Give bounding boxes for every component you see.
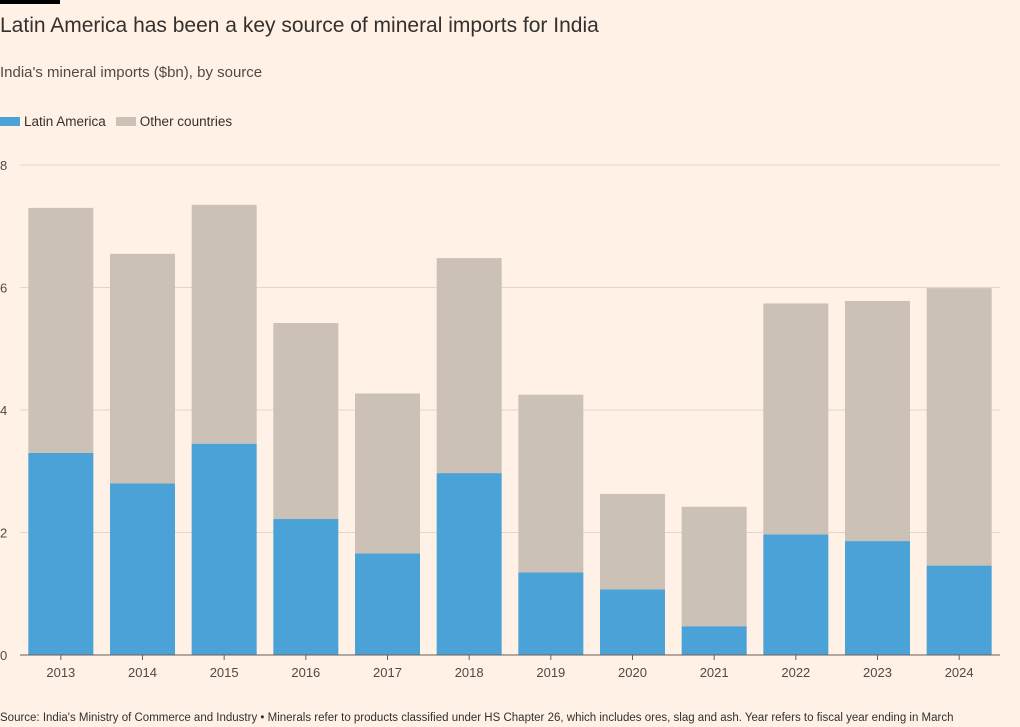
bar-latin-america-2016 [273, 519, 339, 655]
bar-other-countries-2022 [763, 303, 829, 535]
bar-latin-america-2023 [845, 541, 910, 655]
y-tick-label: 0 [0, 648, 7, 663]
bar-other-countries-2018 [436, 258, 502, 474]
legend-swatch-latin-america [0, 117, 20, 126]
legend-label-latin-america: Latin America [24, 114, 106, 129]
y-tick-label: 8 [0, 158, 7, 173]
bar-latin-america-2014 [110, 483, 175, 655]
bar-other-countries-2016 [273, 323, 339, 520]
x-tick-label: 2024 [945, 665, 974, 680]
bar-latin-america-2018 [436, 473, 502, 655]
legend-swatch-other-countries [115, 117, 136, 126]
x-tick-label: 2016 [291, 665, 320, 680]
bar-other-countries-2021 [681, 506, 747, 627]
x-tick-label: 2018 [455, 665, 484, 680]
x-tick-label: 2014 [128, 665, 157, 680]
x-tick-label: 2017 [373, 665, 402, 680]
bar-other-countries-2020 [600, 493, 665, 590]
bar-latin-america-2021 [681, 626, 747, 655]
bar-latin-america-2017 [355, 553, 420, 655]
x-tick-label: 2013 [46, 665, 75, 680]
legend-item-other-countries: Other countries [115, 114, 233, 129]
legend-item-latin-america: Latin America [0, 114, 106, 129]
bar-latin-america-2015 [191, 443, 257, 655]
chart-title: Latin America has been a key source of m… [0, 14, 599, 37]
bar-latin-america-2020 [600, 589, 665, 655]
x-tick-label: 2023 [863, 665, 892, 680]
x-tick-label: 2021 [700, 665, 729, 680]
bar-other-countries-2015 [191, 204, 257, 444]
stacked-bar-chart: 0 2 4 6 8 2013 2014 2015 2016 2017 2018 2019 2020 202… [0, 158, 1000, 680]
bar-other-countries-2023 [845, 300, 910, 542]
legend-label-other-countries: Other countries [139, 114, 233, 129]
x-tick-label: 2019 [536, 665, 565, 680]
y-tick-label: 6 [0, 281, 7, 296]
bar-other-countries-2017 [355, 393, 420, 554]
brand-bar [0, 0, 60, 4]
y-tick-label: 2 [0, 526, 7, 541]
bar-other-countries-2013 [28, 207, 94, 453]
y-tick-label: 4 [0, 403, 7, 418]
bar-latin-america-2024 [926, 565, 992, 655]
x-tick-label: 2022 [781, 665, 810, 680]
bar-latin-america-2013 [28, 452, 94, 655]
bar-latin-america-2022 [763, 534, 829, 655]
chart-subtitle: India's mineral imports ($bn), by source [0, 64, 263, 81]
x-tick-label: 2020 [618, 665, 647, 680]
bar-latin-america-2019 [518, 572, 584, 655]
bar-other-countries-2024 [926, 288, 992, 566]
x-tick-label: 2015 [210, 665, 239, 680]
bar-other-countries-2019 [518, 394, 584, 573]
bar-other-countries-2014 [110, 253, 175, 484]
legend: Latin America Other countries [0, 114, 242, 129]
source-note: Source: India's Ministry of Commerce and… [0, 712, 954, 724]
